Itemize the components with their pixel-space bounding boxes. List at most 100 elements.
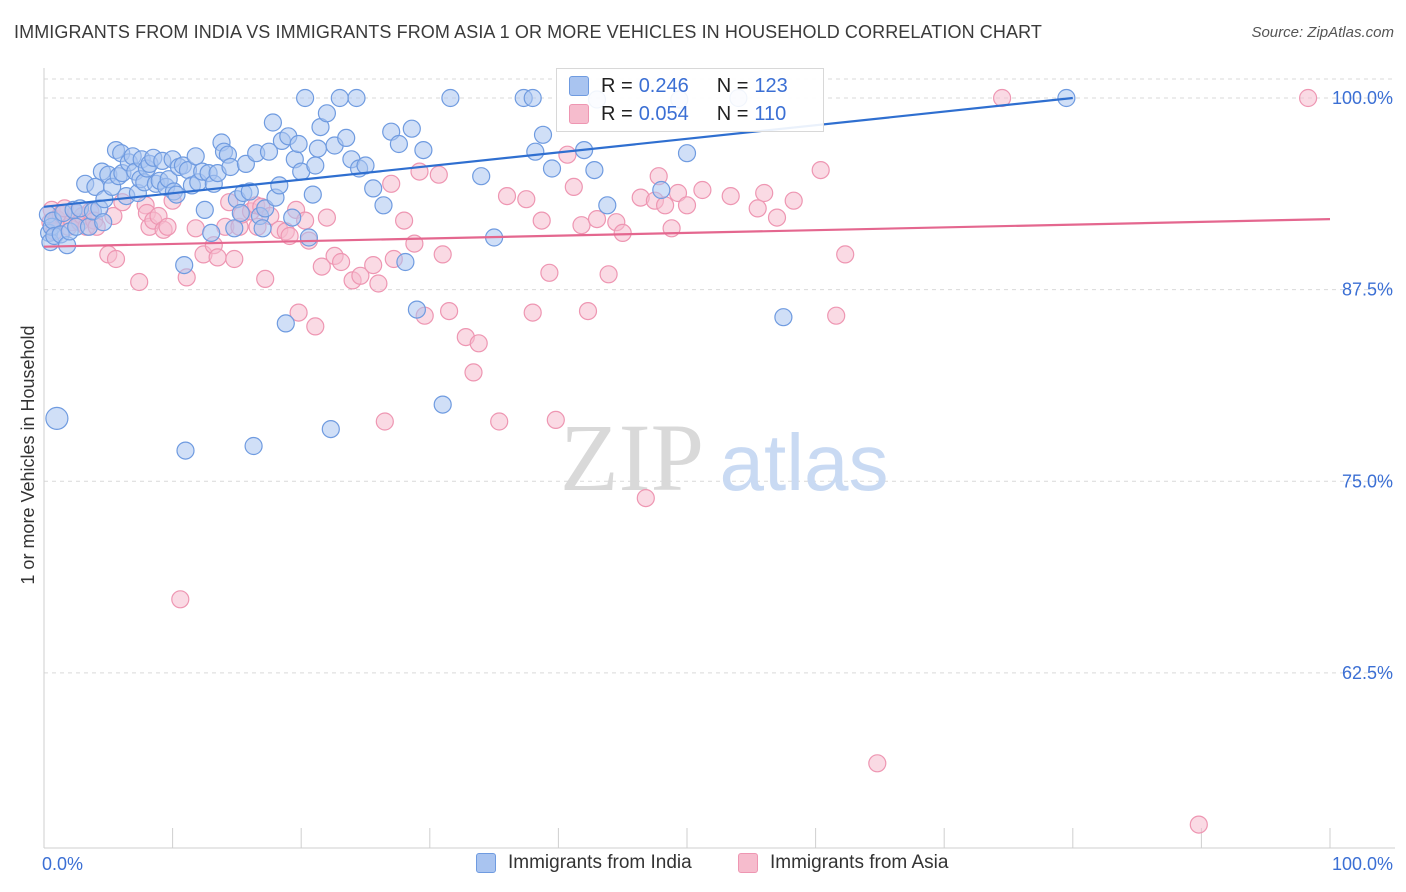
- asia-point: [225, 249, 244, 269]
- india-point: [396, 252, 415, 272]
- india-point: [347, 88, 366, 108]
- india-point: [244, 436, 263, 456]
- india-swatch: [569, 76, 589, 96]
- asia-point: [433, 245, 452, 264]
- asia-point: [836, 245, 855, 264]
- asia-point: [1189, 815, 1208, 834]
- india-point: [472, 167, 491, 186]
- india-point: [441, 88, 460, 108]
- y-axis-label: 1 or more Vehicles in Household: [18, 325, 38, 584]
- asia-point: [130, 272, 149, 292]
- asia-point: [558, 145, 577, 164]
- legend-item-asia[interactable]: Immigrants from Asia: [738, 852, 948, 874]
- asia-point: [677, 196, 697, 215]
- asia-point: [811, 161, 830, 180]
- asia-point: [369, 274, 388, 293]
- asia-point: [613, 223, 632, 242]
- india-point: [321, 420, 340, 439]
- asia-point: [332, 252, 351, 272]
- india-point: [652, 180, 671, 200]
- asia-r-value: 0.054: [638, 102, 689, 125]
- asia-point: [364, 256, 383, 275]
- asia-point: [868, 754, 887, 773]
- india-r-value: 0.246: [638, 74, 689, 97]
- india-point: [283, 208, 302, 227]
- asia-point: [429, 165, 448, 184]
- asia-point: [490, 412, 509, 431]
- india-r-label: R =: [601, 74, 633, 97]
- asia-point: [186, 219, 205, 238]
- india-point: [356, 156, 375, 175]
- legend-row-asia: R = 0.054 N = 110: [569, 101, 786, 127]
- asia-point: [469, 334, 488, 353]
- india-point: [186, 147, 205, 166]
- india-point: [523, 88, 542, 108]
- india-point: [598, 196, 617, 215]
- india-point: [330, 88, 349, 108]
- india-point: [585, 161, 604, 180]
- india-point: [45, 406, 69, 430]
- india-point: [270, 176, 289, 195]
- axes: [43, 68, 1395, 849]
- chart-title: IMMIGRANTS FROM INDIA VS IMMIGRANTS FROM…: [14, 22, 1042, 42]
- asia-point: [578, 302, 598, 321]
- asia-point: [312, 257, 331, 276]
- india-point: [263, 113, 282, 132]
- india-points: [38, 88, 1076, 460]
- india-point: [402, 119, 421, 138]
- asia-point: [375, 412, 394, 431]
- india-point: [317, 104, 336, 123]
- asia-point: [351, 266, 370, 285]
- india-point: [253, 219, 272, 238]
- india-point: [374, 196, 393, 215]
- y-tick-label: 100.0%: [1332, 88, 1393, 108]
- india-point: [306, 156, 325, 175]
- asia-point: [464, 363, 483, 382]
- asia-point: [636, 489, 655, 508]
- tick-labels: 62.5% 75.0% 87.5% 100.0% 0.0% 100.0%: [42, 88, 1393, 874]
- asia-point: [517, 190, 536, 209]
- india-point: [240, 182, 259, 201]
- asia-point: [382, 174, 401, 193]
- asia-point: [440, 302, 459, 321]
- asia-point: [655, 196, 675, 215]
- india-n-label: N =: [716, 74, 749, 97]
- india-point: [296, 88, 315, 108]
- india-point: [533, 125, 553, 144]
- legend-label-india: Immigrants from India: [508, 852, 692, 873]
- legend-item-india[interactable]: Immigrants from India: [476, 852, 692, 874]
- india-point: [433, 395, 452, 414]
- asia-point: [106, 249, 126, 269]
- asia-point: [587, 210, 607, 229]
- legend-swatch-india: [476, 853, 496, 873]
- asia-point: [289, 303, 308, 322]
- trend-lines: [43, 96, 1331, 248]
- series-legend: Immigrants from India Immigrants from As…: [0, 852, 1406, 878]
- asia-point: [748, 199, 767, 218]
- stats-legend: R = 0.246 N = 123 R = 0.054 N = 110: [556, 68, 824, 132]
- asia-point: [497, 187, 517, 206]
- asia-n-label: N =: [716, 102, 749, 125]
- asia-point: [767, 208, 787, 227]
- asia-point: [317, 208, 336, 227]
- asia-point: [546, 410, 565, 429]
- legend-swatch-asia: [738, 853, 758, 873]
- india-point: [389, 134, 408, 154]
- legend-row-india: R = 0.246 N = 123: [569, 73, 788, 99]
- asia-point: [721, 187, 740, 206]
- asia-point: [171, 590, 190, 609]
- india-point: [407, 300, 426, 319]
- asia-point: [572, 216, 591, 235]
- asia-n-value: 110: [754, 102, 787, 125]
- asia-point: [827, 306, 846, 325]
- india-point: [289, 134, 308, 154]
- india-point: [526, 142, 545, 161]
- india-point: [299, 228, 318, 247]
- india-point: [202, 223, 221, 242]
- x-tick-label: 0.0%: [42, 854, 83, 874]
- india-point: [225, 219, 244, 238]
- india-trend-line: [43, 96, 1073, 208]
- asia-point: [208, 248, 227, 267]
- india-point: [231, 203, 250, 223]
- asia-point: [523, 303, 542, 322]
